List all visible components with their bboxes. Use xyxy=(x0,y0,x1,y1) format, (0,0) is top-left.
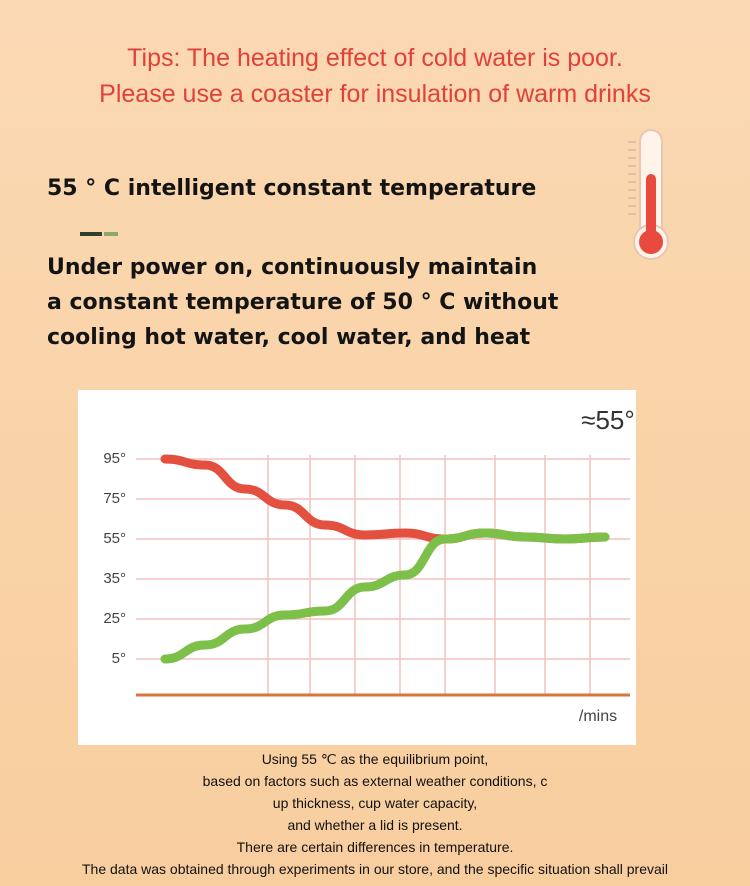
footnote-line: up thickness, cup water capacity, xyxy=(272,795,478,811)
description-line: Under power on, continuously maintain xyxy=(47,255,538,280)
chart: ≈55° /mins 95° 75° 55° 35° 25° 5° xyxy=(78,390,636,745)
y-tick-label: 25° xyxy=(103,610,126,627)
y-tick-label: 5° xyxy=(112,650,126,667)
heading: 55 ° C intelligent constant temperature xyxy=(47,176,537,201)
dash xyxy=(104,232,118,236)
dash xyxy=(80,232,102,236)
y-tick-label: 55° xyxy=(103,530,126,547)
y-tick-label: 75° xyxy=(103,490,126,507)
x-axis-label: /mins xyxy=(579,708,617,725)
vertical-grid xyxy=(267,455,591,695)
description-line: cooling hot water, cool water, and heat xyxy=(47,325,531,350)
chart-panel xyxy=(78,390,636,745)
tip-line: Tips: The heating effect of cold water i… xyxy=(127,44,623,72)
footnote-line: Using 55 ℃ as the equilibrium point, xyxy=(261,751,489,767)
footnote-line: There are certain differences in tempera… xyxy=(236,839,514,855)
tip-line: Please use a coaster for insulation of w… xyxy=(99,80,651,108)
annotation: ≈55° xyxy=(581,405,635,435)
series-line xyxy=(160,528,610,664)
y-tick-label: 95° xyxy=(103,450,126,467)
footnote-line: The data was obtained through experiment… xyxy=(81,861,668,877)
y-tick-label: 35° xyxy=(103,570,126,587)
description-line: a constant temperature of 50 ° C without xyxy=(47,290,559,315)
thermometer-icon xyxy=(628,129,669,260)
footnote-line: based on factors such as external weathe… xyxy=(202,773,548,789)
footnote-line: and whether a lid is present. xyxy=(287,817,463,833)
